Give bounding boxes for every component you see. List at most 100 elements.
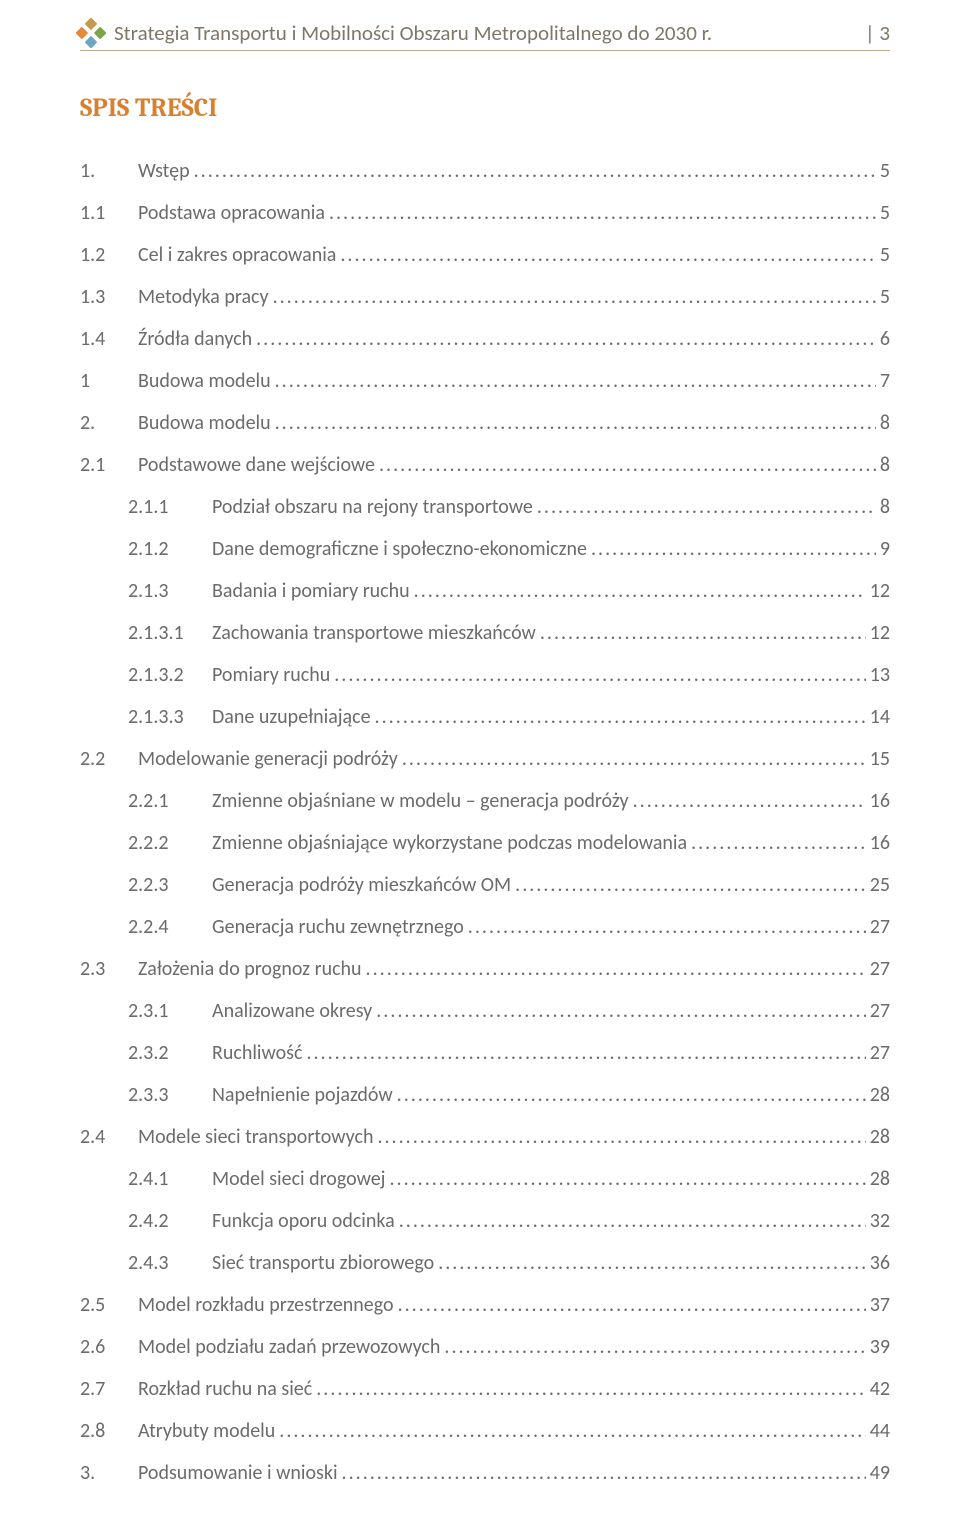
toc-entry-number: 1.2 <box>80 241 138 269</box>
toc-entry[interactable]: 2.1Podstawowe dane wejściowe............… <box>80 451 890 479</box>
toc-entry[interactable]: 2.1.3.1Zachowania transportowe mieszkańc… <box>80 619 890 647</box>
toc-entry-number: 2.3.3 <box>128 1081 212 1109</box>
toc-entry-number: 2.2.1 <box>128 787 212 815</box>
toc-entry-label: Napełnienie pojazdów <box>212 1081 397 1109</box>
toc-leader-dots: ........................................… <box>397 1081 866 1109</box>
toc-entry-page: 25 <box>866 871 890 899</box>
toc-entry-label: Dane demograficzne i społeczno-ekonomicz… <box>212 535 591 563</box>
toc-leader-dots: ........................................… <box>334 661 865 689</box>
toc-entry-number: 2.4.2 <box>128 1207 212 1235</box>
toc-entry-label: Generacja podróży mieszkańców OM <box>212 871 515 899</box>
toc-entry[interactable]: 2.6Model podziału zadań przewozowych....… <box>80 1333 890 1361</box>
toc-entry[interactable]: 1.2Cel i zakres opracowania.............… <box>80 241 890 269</box>
toc-entry[interactable]: 2.2.1Zmienne objaśniane w modelu – gener… <box>80 787 890 815</box>
toc-entry[interactable]: 2.4.2Funkcja oporu odcinka..............… <box>80 1207 890 1235</box>
toc-entry[interactable]: 1.3Metodyka pracy.......................… <box>80 283 890 311</box>
toc-entry-number: 2.3.1 <box>128 997 212 1025</box>
toc-entry[interactable]: 2.3.2Ruchliwość.........................… <box>80 1039 890 1067</box>
toc-entry-label: Atrybuty modelu <box>138 1417 279 1445</box>
toc-entry-page: 8 <box>876 409 890 437</box>
logo-icon <box>75 17 106 48</box>
toc-entry-page: 27 <box>866 1039 890 1067</box>
toc-entry-page: 9 <box>876 535 890 563</box>
toc-leader-dots: ........................................… <box>591 535 876 563</box>
toc-entry[interactable]: 2.2.4Generacja ruchu zewnętrznego.......… <box>80 913 890 941</box>
toc-entry-page: 36 <box>866 1249 890 1277</box>
toc-leader-dots: ........................................… <box>389 1165 865 1193</box>
toc-entry-number: 2.1.3.1 <box>128 619 212 647</box>
toc-leader-dots: ........................................… <box>366 955 866 983</box>
toc-leader-dots: ........................................… <box>375 703 866 731</box>
toc-entry-label: Analizowane okresy <box>212 997 376 1025</box>
toc-leader-dots: ........................................… <box>377 1123 865 1151</box>
toc-entry[interactable]: 2.5Model rozkładu przestrzennego........… <box>80 1291 890 1319</box>
toc-leader-dots: ........................................… <box>515 871 866 899</box>
toc-entry[interactable]: 1.Wstęp.................................… <box>80 157 890 185</box>
toc-entry-page: 28 <box>866 1165 890 1193</box>
toc-entry-label: Budowa modelu <box>138 367 275 395</box>
toc-leader-dots: ........................................… <box>691 829 866 857</box>
toc-entry[interactable]: 2.1.3Badania i pomiary ruchu............… <box>80 577 890 605</box>
toc-entry[interactable]: 2.1.3.2Pomiary ruchu....................… <box>80 661 890 689</box>
toc-entry-label: Badania i pomiary ruchu <box>212 577 414 605</box>
toc-entry[interactable]: 2.3.3Napełnienie pojazdów...............… <box>80 1081 890 1109</box>
toc-entry[interactable]: 2.8Atrybuty modelu......................… <box>80 1417 890 1445</box>
toc-entry[interactable]: 2.2.2Zmienne objaśniające wykorzystane p… <box>80 829 890 857</box>
toc-entry[interactable]: 2.7Rozkład ruchu na sieć................… <box>80 1375 890 1403</box>
toc-entry-label: Podstawowe dane wejściowe <box>138 451 379 479</box>
toc-leader-dots: ........................................… <box>402 745 866 773</box>
toc-entry-page: 7 <box>876 367 890 395</box>
toc-entry-number: 2.3.2 <box>128 1039 212 1067</box>
toc-entry-label: Funkcja oporu odcinka <box>212 1207 399 1235</box>
toc-leader-dots: ........................................… <box>342 1459 866 1487</box>
toc-entry[interactable]: 2.1.1Podział obszaru na rejony transport… <box>80 493 890 521</box>
toc-entry[interactable]: 3.Podsumowanie i wnioski................… <box>80 1459 890 1487</box>
toc-entry-label: Metodyka pracy <box>138 283 273 311</box>
toc-entry[interactable]: 2.3Założenia do prognoz ruchu...........… <box>80 955 890 983</box>
toc-entry-number: 2.4 <box>80 1123 138 1151</box>
toc-entry[interactable]: 2.4.1Model sieci drogowej...............… <box>80 1165 890 1193</box>
toc-entry[interactable]: 2.4.3Sieć transportu zbiorowego.........… <box>80 1249 890 1277</box>
toc-entry[interactable]: 1Budowa modelu..........................… <box>80 367 890 395</box>
toc-entry-label: Sieć transportu zbiorowego <box>212 1249 438 1277</box>
toc-entry-page: 13 <box>866 661 890 689</box>
toc-entry-label: Model rozkładu przestrzennego <box>138 1291 398 1319</box>
toc-leader-dots: ........................................… <box>275 409 876 437</box>
header-title: Strategia Transportu i Mobilności Obszar… <box>114 20 712 46</box>
toc-entry-page: 27 <box>866 955 890 983</box>
toc-entry-number: 2.4.1 <box>128 1165 212 1193</box>
toc-entry-page: 32 <box>866 1207 890 1235</box>
toc-entry[interactable]: 2.Budowa modelu.........................… <box>80 409 890 437</box>
toc-entry-page: 28 <box>866 1081 890 1109</box>
toc-entry-page: 5 <box>876 157 890 185</box>
toc-entry[interactable]: 1.4Źródła danych........................… <box>80 325 890 353</box>
toc-entry-page: 5 <box>876 199 890 227</box>
toc-entry-number: 2.2.4 <box>128 913 212 941</box>
toc-entry-label: Podsumowanie i wnioski <box>138 1459 342 1487</box>
toc-leader-dots: ........................................… <box>194 157 876 185</box>
document-page: Strategia Transportu i Mobilności Obszar… <box>0 0 960 1527</box>
toc-entry[interactable]: 2.3.1Analizowane okresy.................… <box>80 997 890 1025</box>
toc-entry[interactable]: 2.1.3.3Dane uzupełniające...............… <box>80 703 890 731</box>
toc-entry-page: 12 <box>866 619 890 647</box>
toc-entry-number: 2.4.3 <box>128 1249 212 1277</box>
toc-entry-label: Cel i zakres opracowania <box>138 241 340 269</box>
toc-entry[interactable]: 2.1.2Dane demograficzne i społeczno-ekon… <box>80 535 890 563</box>
toc-entry-number: 2.2.3 <box>128 871 212 899</box>
toc-entry-label: Pomiary ruchu <box>212 661 334 689</box>
toc-entry-page: 37 <box>866 1291 890 1319</box>
toc-entry[interactable]: 1.1Podstawa opracowania.................… <box>80 199 890 227</box>
toc-leader-dots: ........................................… <box>256 325 876 353</box>
toc-entry-number: 2. <box>80 409 138 437</box>
toc-entry-label: Budowa modelu <box>138 409 275 437</box>
toc-entry[interactable]: 2.2Modelowanie generacji podróży........… <box>80 745 890 773</box>
toc-entry-number: 1.4 <box>80 325 138 353</box>
toc-leader-dots: ........................................… <box>444 1333 865 1361</box>
toc-entry-label: Założenia do prognoz ruchu <box>138 955 366 983</box>
toc-entry-number: 2.7 <box>80 1375 138 1403</box>
toc-entry[interactable]: 2.2.3Generacja podróży mieszkańców OM...… <box>80 871 890 899</box>
toc-entry-page: 5 <box>876 283 890 311</box>
toc-entry-number: 3. <box>80 1459 138 1487</box>
toc-entry[interactable]: 2.4Modele sieci transportowych..........… <box>80 1123 890 1151</box>
running-header: Strategia Transportu i Mobilności Obszar… <box>80 20 890 51</box>
